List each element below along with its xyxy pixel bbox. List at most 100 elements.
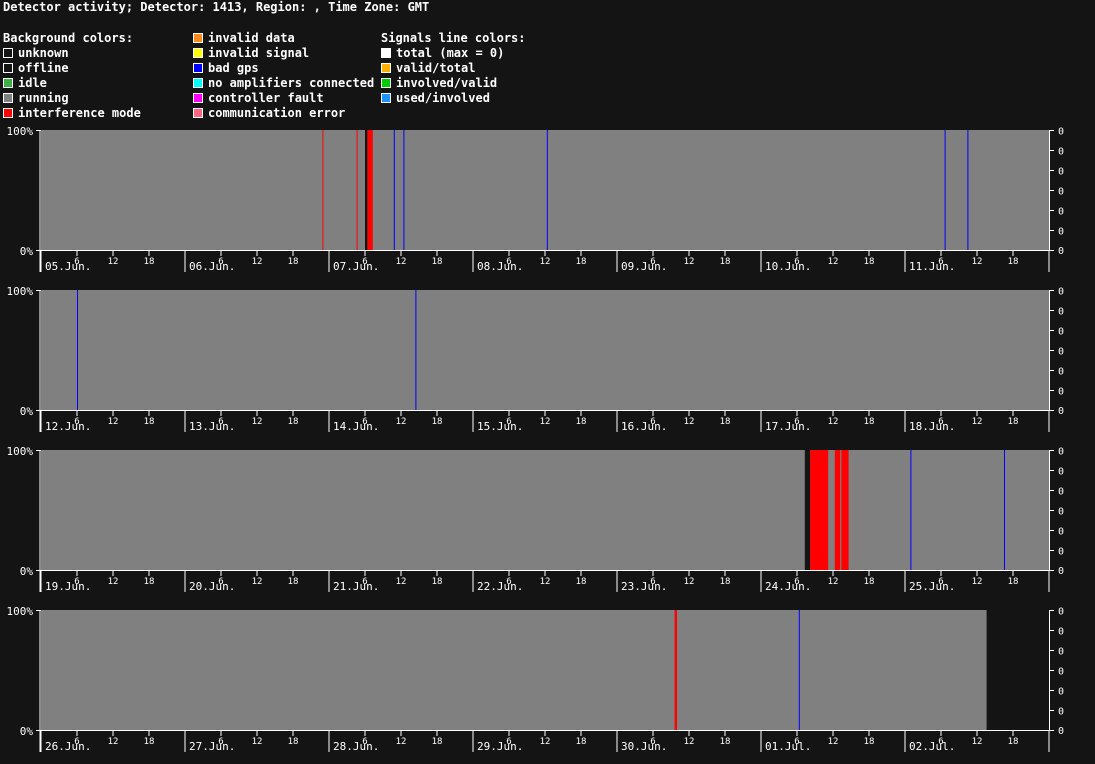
- hour-label: 6: [794, 417, 799, 427]
- page-title: Detector activity; Detector: 1413, Regio…: [3, 0, 430, 14]
- hour-label: 12: [684, 737, 695, 747]
- signals-legend-title: Signals line colors:: [381, 30, 526, 45]
- legend-item-valid-total: valid/total: [381, 60, 526, 75]
- swatch: [3, 62, 13, 73]
- hour-label: 18: [864, 577, 875, 587]
- bad-gps-bar: [77, 290, 78, 410]
- hour-label: 18: [720, 257, 731, 267]
- legend-item-offline: offline: [3, 60, 141, 75]
- hour-label: 6: [650, 257, 655, 267]
- y-tick-label-right: 0: [1058, 566, 1064, 577]
- hour-label: 6: [218, 417, 223, 427]
- bad-gps-bar: [944, 130, 946, 250]
- hour-label: 6: [506, 577, 511, 587]
- day-label: 09.Jun.: [621, 260, 667, 273]
- running-background: [41, 290, 1049, 410]
- hour-label: 6: [218, 257, 223, 267]
- y-tick-label-right: 0: [1058, 327, 1064, 338]
- hour-label: 18: [720, 577, 731, 587]
- swatch: [381, 47, 391, 58]
- swatch: [3, 107, 13, 118]
- y-tick-label-right: 0: [1058, 287, 1064, 298]
- day-label: 18.Jun.: [909, 420, 955, 433]
- legend-item-controller-fault: controller fault: [193, 90, 374, 105]
- offline-bar: [365, 130, 368, 250]
- y-tick-label-right: 0: [1058, 307, 1064, 318]
- hour-label: 12: [972, 417, 983, 427]
- swatch: [193, 77, 203, 88]
- y-tick-label-left: 100%: [7, 605, 34, 618]
- legend-label: communication error: [208, 105, 346, 120]
- legend-label: running: [18, 90, 69, 105]
- hour-label: 12: [396, 257, 407, 267]
- hour-label: 12: [108, 417, 119, 427]
- y-tick-label-right: 0: [1058, 246, 1064, 257]
- hour-label: 6: [506, 737, 511, 747]
- hour-label: 12: [252, 257, 263, 267]
- hour-label: 6: [506, 417, 511, 427]
- hour-label: 18: [144, 257, 155, 267]
- y-tick-label-right: 0: [1058, 227, 1064, 238]
- hour-label: 18: [720, 417, 731, 427]
- day-label: 12.Jun.: [45, 420, 91, 433]
- hour-label: 6: [74, 737, 79, 747]
- offline-bar: [804, 450, 811, 570]
- hour-label: 18: [288, 737, 299, 747]
- swatch: [381, 92, 391, 103]
- hour-label: 12: [828, 737, 839, 747]
- hour-label: 18: [144, 417, 155, 427]
- hour-label: 12: [540, 417, 551, 427]
- day-label: 20.Jun.: [189, 580, 235, 593]
- swatch: [193, 47, 203, 58]
- y-tick-label-right: 0: [1058, 387, 1064, 398]
- legend-label: idle: [18, 75, 47, 90]
- swatch: [3, 47, 13, 58]
- day-label: 07.Jun.: [333, 260, 379, 273]
- y-tick-label-right: 0: [1058, 627, 1064, 638]
- hour-label: 12: [396, 577, 407, 587]
- interference-bar: [841, 450, 849, 570]
- hour-label: 12: [540, 257, 551, 267]
- swatch: [3, 77, 13, 88]
- legend-label: invalid data: [208, 30, 295, 45]
- hour-label: 12: [108, 577, 119, 587]
- y-tick-label-right: 0: [1058, 687, 1064, 698]
- hour-label: 6: [938, 417, 943, 427]
- swatch: [193, 92, 203, 103]
- hour-label: 12: [108, 737, 119, 747]
- y-tick-label-right: 0: [1058, 487, 1064, 498]
- interference-bar: [322, 130, 324, 250]
- hour-label: 12: [828, 417, 839, 427]
- interference-bar: [834, 450, 841, 570]
- bad-gps-bar: [393, 130, 395, 250]
- day-label: 13.Jun.: [189, 420, 235, 433]
- hour-label: 18: [864, 737, 875, 747]
- hour-label: 12: [396, 417, 407, 427]
- legend-item-interference-mode: interference mode: [3, 105, 141, 120]
- y-tick-label-right: 0: [1058, 447, 1064, 458]
- hour-label: 18: [576, 577, 587, 587]
- legend-label: used/involved: [396, 90, 490, 105]
- legend-item-running: running: [3, 90, 141, 105]
- legend-item-no-amplifiers: no amplifiers connected: [193, 75, 374, 90]
- day-label: 26.Jun.: [45, 740, 91, 753]
- day-label: 19.Jun.: [45, 580, 91, 593]
- bad-gps-bar: [910, 450, 912, 570]
- hour-label: 18: [288, 417, 299, 427]
- hour-label: 12: [252, 417, 263, 427]
- hour-label: 6: [362, 257, 367, 267]
- legend-item-idle: idle: [3, 75, 141, 90]
- hour-label: 12: [684, 257, 695, 267]
- y-tick-label-right: 0: [1058, 147, 1064, 158]
- y-tick-label-left: 0%: [20, 245, 34, 258]
- hour-label: 12: [684, 577, 695, 587]
- hour-label: 12: [252, 737, 263, 747]
- hour-label: 6: [794, 577, 799, 587]
- swatch: [381, 62, 391, 73]
- bad-gps-bar: [798, 610, 800, 730]
- hour-label: 18: [432, 417, 443, 427]
- y-tick-label-right: 0: [1058, 547, 1064, 558]
- swatch: [381, 77, 391, 88]
- day-label: 14.Jun.: [333, 420, 379, 433]
- y-tick-label-right: 0: [1058, 647, 1064, 658]
